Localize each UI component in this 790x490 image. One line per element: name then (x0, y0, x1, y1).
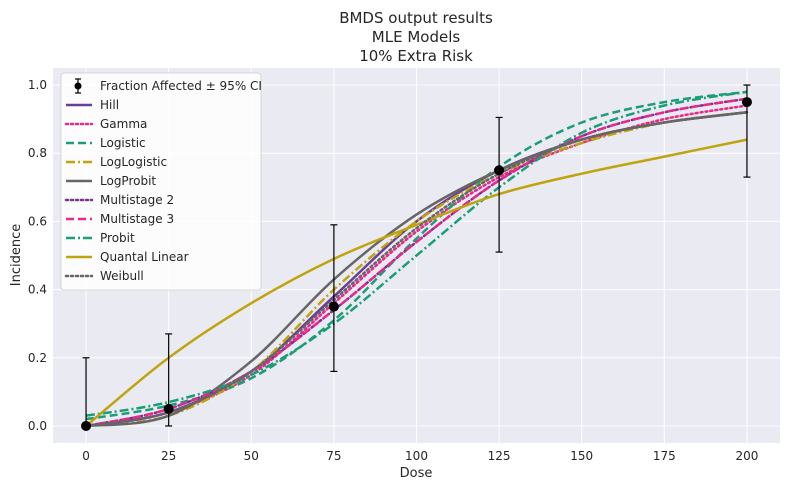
x-tick-label: 75 (326, 449, 341, 463)
legend-box (60, 72, 262, 291)
legend-label-observed: Fraction Affected ± 95% CI (100, 79, 262, 93)
series-line-probit (85, 90, 748, 417)
chart-title-line-1: BMDS output results (339, 9, 493, 27)
x-axis: 0 25 50 75 100 125 150 175 200 (82, 449, 758, 463)
legend: Fraction Affected ± 95% CI Hill Gamma Logis… (60, 72, 262, 291)
x-tick-label: 0 (82, 449, 90, 463)
legend-label-quantal-linear: Quantal Linear (100, 250, 189, 264)
series-line-quantal-linear (85, 138, 748, 427)
x-tick-label: 150 (570, 449, 593, 463)
legend-swatch-observed-point (74, 82, 82, 90)
x-tick-label: 25 (161, 449, 176, 463)
y-tick-label: 1.0 (28, 78, 47, 92)
y-tick-label: 0.0 (28, 419, 47, 433)
x-tick-label: 125 (488, 449, 511, 463)
series-line-multistage-3 (85, 97, 748, 428)
x-tick-label: 200 (736, 449, 759, 463)
y-tick-label: 0.8 (28, 146, 47, 160)
legend-label-loglogistic: LogLogistic (100, 155, 167, 169)
x-tick-label: 100 (405, 449, 428, 463)
data-point (494, 165, 505, 176)
legend-label-multistage-2: Multistage 2 (100, 193, 174, 207)
data-point (163, 403, 174, 414)
series-line-weibull (84, 111, 749, 428)
chart-title-line-2: MLE Models (372, 28, 461, 46)
data-point (81, 420, 92, 431)
observed-data (81, 84, 752, 431)
x-tick-label: 175 (653, 449, 676, 463)
y-tick-label: 0.2 (28, 351, 47, 365)
legend-label-multistage-3: Multistage 3 (100, 212, 174, 226)
legend-label-gamma: Gamma (100, 117, 147, 131)
legend-label-weibull: Weibull (100, 269, 144, 283)
legend-label-logprobit: LogProbit (100, 174, 156, 188)
chart-title-line-3: 10% Extra Risk (359, 47, 473, 65)
legend-label-hill: Hill (100, 98, 119, 112)
y-axis-label: Incidence (9, 224, 24, 286)
chart-title: BMDS output results MLE Models 10% Extra… (339, 9, 493, 65)
legend-label-probit: Probit (100, 231, 135, 245)
y-axis: 0.0 0.2 0.4 0.6 0.8 1.0 (28, 78, 47, 433)
legend-label-logistic: Logistic (100, 136, 146, 150)
x-axis-label: Dose (400, 466, 433, 481)
data-point (328, 301, 339, 312)
y-tick-label: 0.6 (28, 214, 47, 228)
series-layer (84, 90, 749, 428)
data-point (741, 97, 752, 108)
x-tick-label: 50 (244, 449, 259, 463)
y-tick-label: 0.4 (28, 283, 47, 297)
